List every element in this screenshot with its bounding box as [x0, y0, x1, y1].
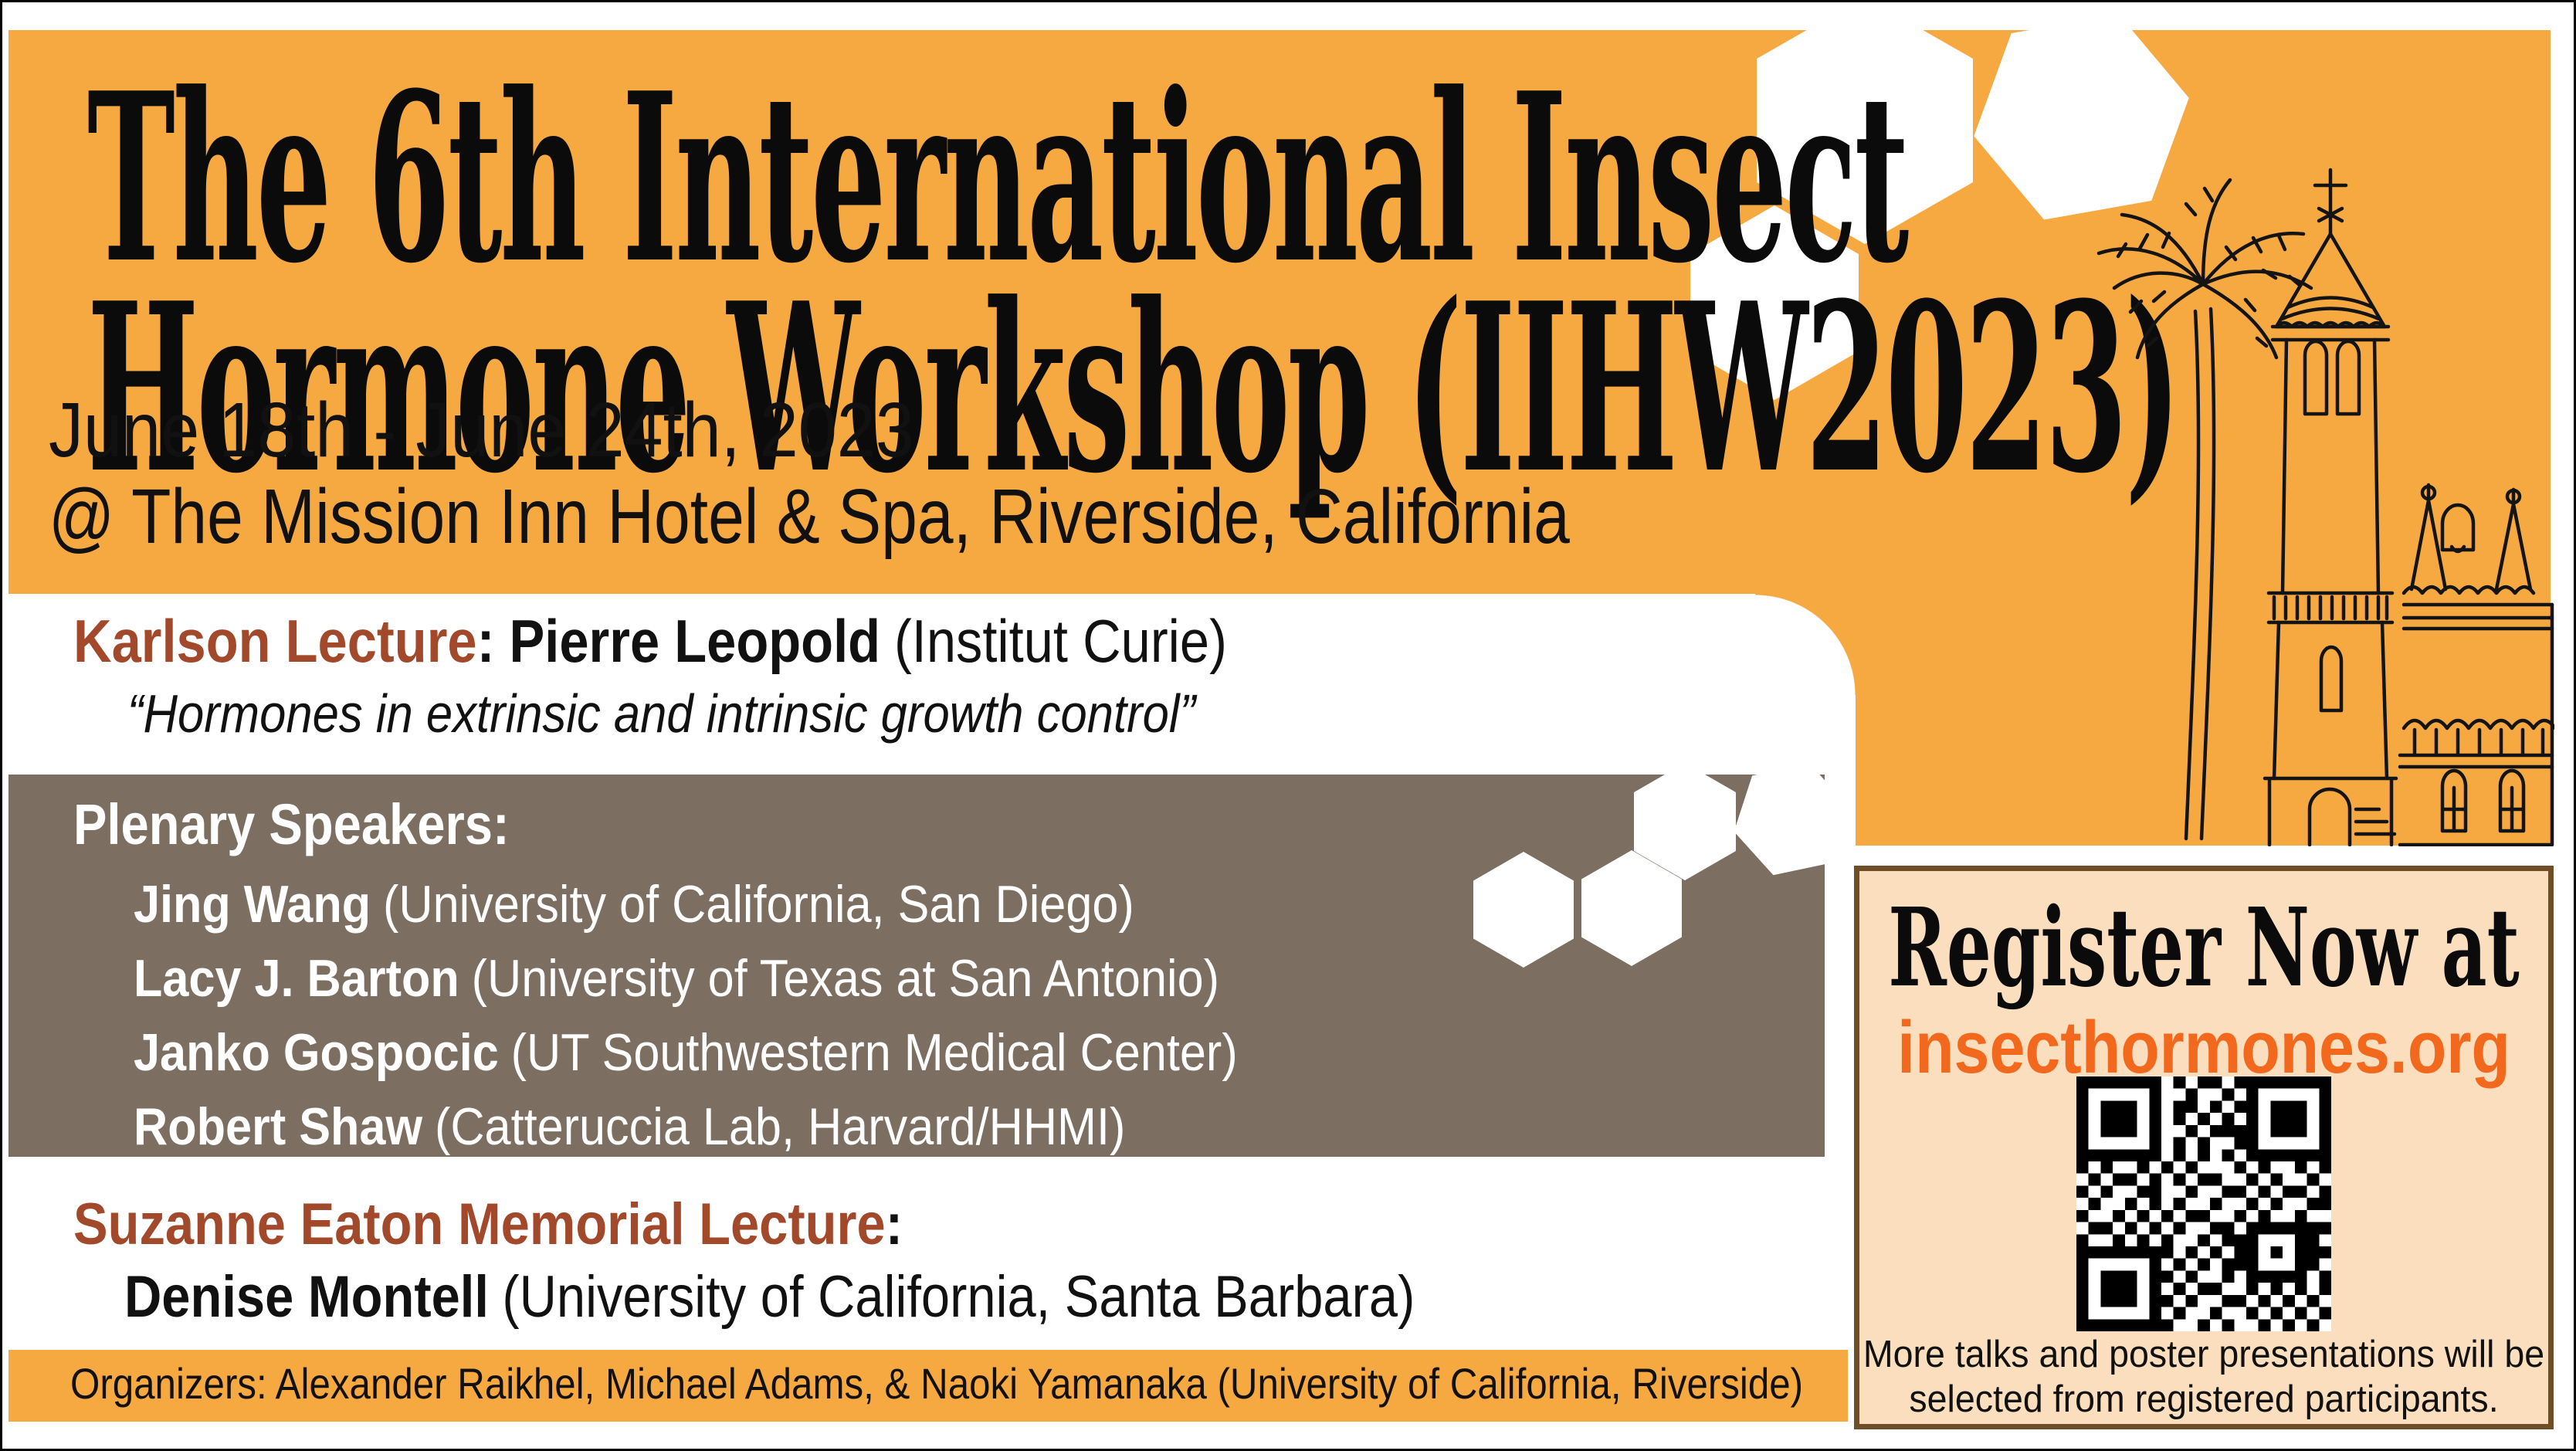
register-panel: Register Now at insecthormones.org More …	[1854, 866, 2554, 1429]
eaton-lecture-heading: Suzanne Eaton Memorial Lecture:	[73, 1192, 903, 1257]
registration-qr-code	[2076, 1076, 2331, 1331]
eaton-speaker-line: Denise Montell (University of California,…	[124, 1264, 1415, 1330]
speaker-affiliation: (UT Southwestern Medical Center)	[510, 1023, 1238, 1082]
organizers-band	[8, 1350, 1848, 1422]
speaker-name: Lacy J. Barton	[134, 949, 459, 1008]
organizers-text: Organizers: Alexander Raikhel, Michael A…	[70, 1359, 1804, 1408]
karlson-speaker: Pierre Leopold	[509, 607, 881, 675]
hexagon-decoration	[1725, 748, 1859, 890]
plenary-speaker-row: Robert Shaw (Catteruccia Lab, Harvard/HHM…	[134, 1097, 1125, 1156]
register-heading: Register Now at	[1888, 885, 2520, 1012]
eaton-colon: :	[885, 1192, 903, 1257]
register-url-link[interactable]: insecthormones.org	[1897, 1006, 2510, 1089]
plenary-speaker-row: Jing Wang (University of California, San …	[134, 875, 1134, 934]
register-note-line1: More talks and poster presentations will…	[1863, 1334, 2545, 1375]
eaton-lecture-label: Suzanne Eaton Memorial Lecture	[73, 1192, 886, 1257]
hexagon-decoration	[1473, 852, 1574, 968]
speaker-name: Jing Wang	[134, 875, 371, 934]
speaker-name: Robert Shaw	[134, 1097, 423, 1156]
plenary-band: Plenary Speakers: Jing Wang (University o…	[8, 775, 1825, 1157]
speaker-affiliation: (University of California, San Diego)	[383, 875, 1134, 934]
title-banner: The 6th International Insect Hormone Wor…	[8, 30, 2551, 594]
karlson-lecture-label: Karlson Lecture	[73, 607, 477, 675]
plenary-speaker-row: Lacy J. Barton (University of Texas at Sa…	[134, 949, 1219, 1008]
event-venue: @ The Mission Inn Hotel & Spa, Riverside…	[49, 473, 1570, 560]
speaker-affiliation: (Catteruccia Lab, Harvard/HHMI)	[434, 1097, 1126, 1156]
karlson-colon: :	[476, 607, 510, 675]
poster-title-line1: The 6th International Insect	[87, 42, 1909, 314]
speaker-affiliation: (University of Texas at San Antonio)	[471, 949, 1220, 1008]
plenary-heading: Plenary Speakers:	[73, 792, 510, 856]
rounded-corner-fillet	[1755, 594, 1856, 695]
eaton-speaker: Denise Montell	[124, 1264, 489, 1330]
karlson-lecture-quote: “Hormones in extrinsic and intrinsic gro…	[127, 683, 1196, 744]
eaton-affiliation: (University of California, Santa Barbara…	[502, 1264, 1415, 1330]
mission-inn-illustration	[2096, 168, 2554, 846]
event-dates: June 18th - June 24th, 2023	[49, 387, 914, 473]
poster-title-line2: Hormone Workshop (IIHW2023)	[87, 252, 2181, 524]
karlson-lecture-line: Karlson Lecture: Pierre Leopold (Institut…	[73, 607, 1227, 675]
hexagon-decoration	[1581, 850, 1682, 966]
plenary-speaker-row: Janko Gospocic (UT Southwestern Medical C…	[134, 1023, 1238, 1082]
speaker-name: Janko Gospocic	[134, 1023, 499, 1082]
karlson-affiliation: (Institut Curie)	[893, 607, 1227, 675]
register-note-line2: selected from registered participants.	[1909, 1378, 2499, 1420]
